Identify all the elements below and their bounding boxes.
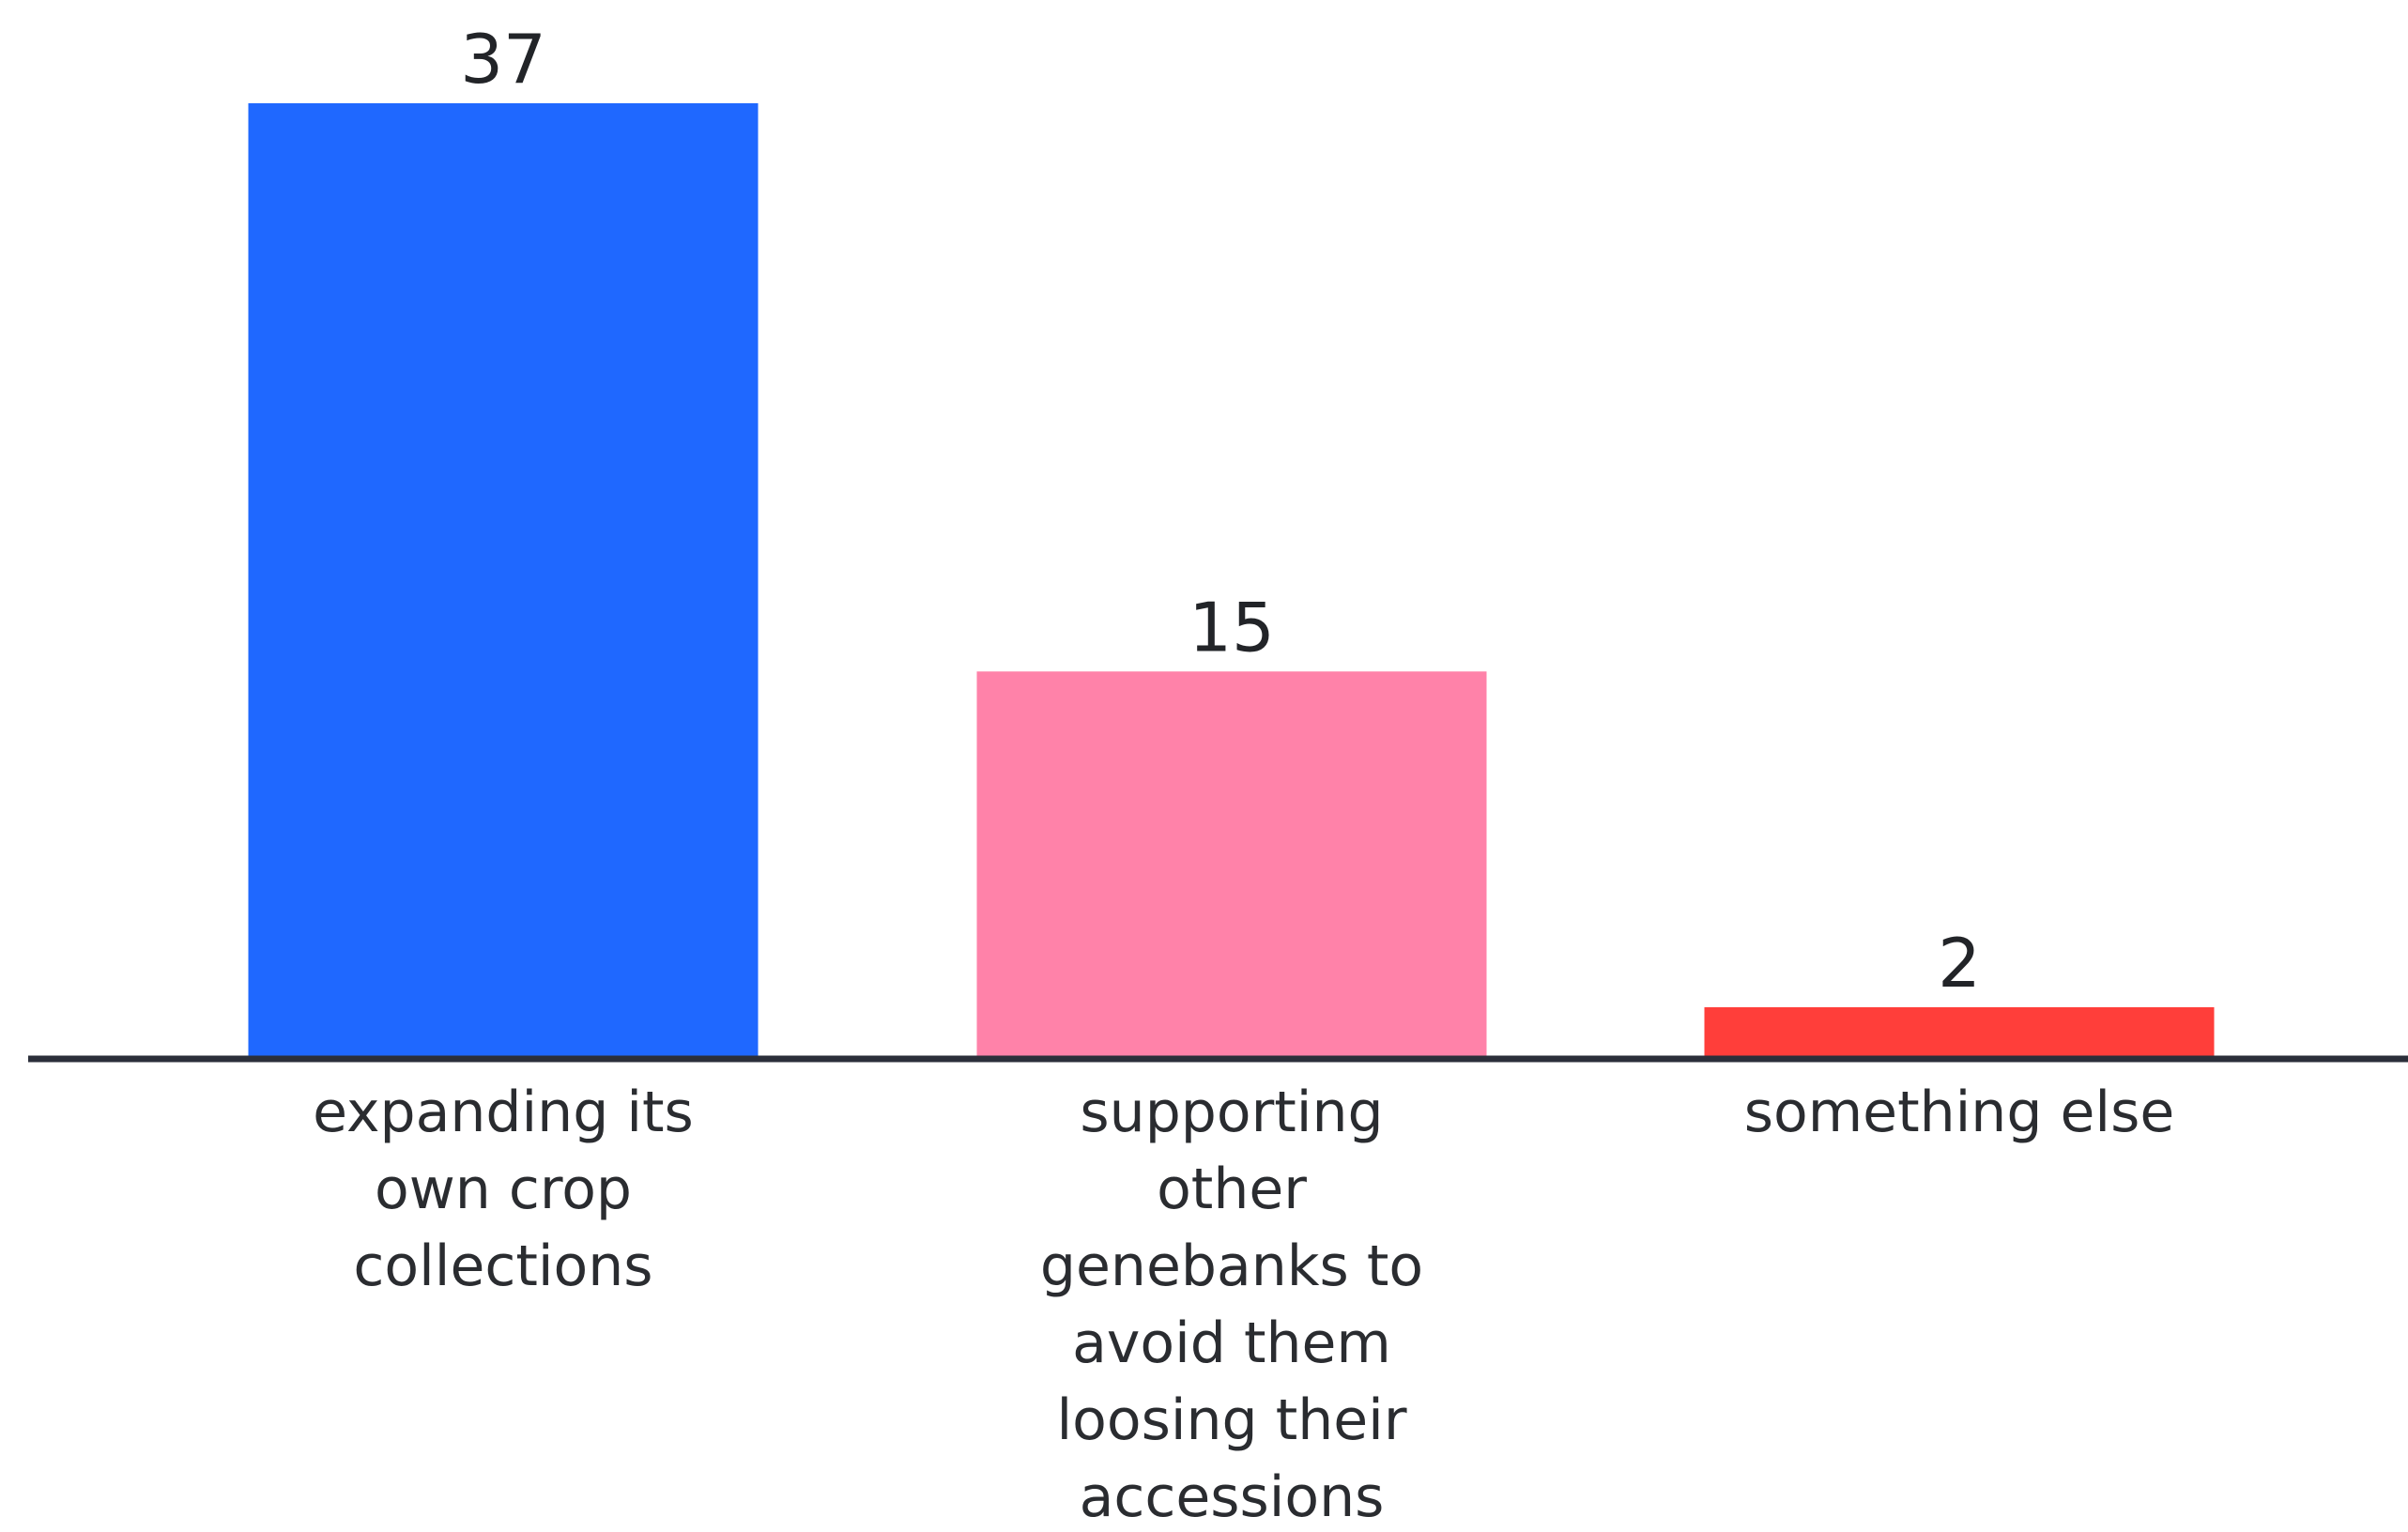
category-label-line: own crop [375,1157,632,1222]
category-label-line: loosing their [1056,1387,1406,1453]
category-label-line: collections [353,1233,652,1299]
category-label-line: expanding its [313,1080,694,1145]
category-label-line: other [1157,1157,1307,1222]
bar-value-label-3: 2 [1938,924,1981,1003]
category-label-line: genebanks to [1040,1233,1423,1299]
category-label-3: something else [1744,1080,2175,1145]
bar-3 [1704,1006,2215,1059]
category-label-line: avoid them [1072,1310,1391,1376]
bar-1 [248,103,759,1059]
category-label-1: expanding its own crop collections [313,1080,694,1299]
value-labels-group: 37 15 2 [460,20,1981,1003]
bars-group [248,103,2215,1059]
bar-value-label-1: 37 [460,20,546,99]
bar-value-label-2: 15 [1189,588,1275,666]
category-label-line: something else [1744,1080,2175,1145]
category-label-2: supporting other genebanks to avoid them loo… [1040,1080,1423,1530]
bar-2 [976,671,1487,1059]
category-label-line: supporting [1080,1080,1383,1145]
category-label-line: accessions [1080,1464,1385,1530]
category-labels-group: expanding its own crop collections supporti… [313,1080,2174,1530]
